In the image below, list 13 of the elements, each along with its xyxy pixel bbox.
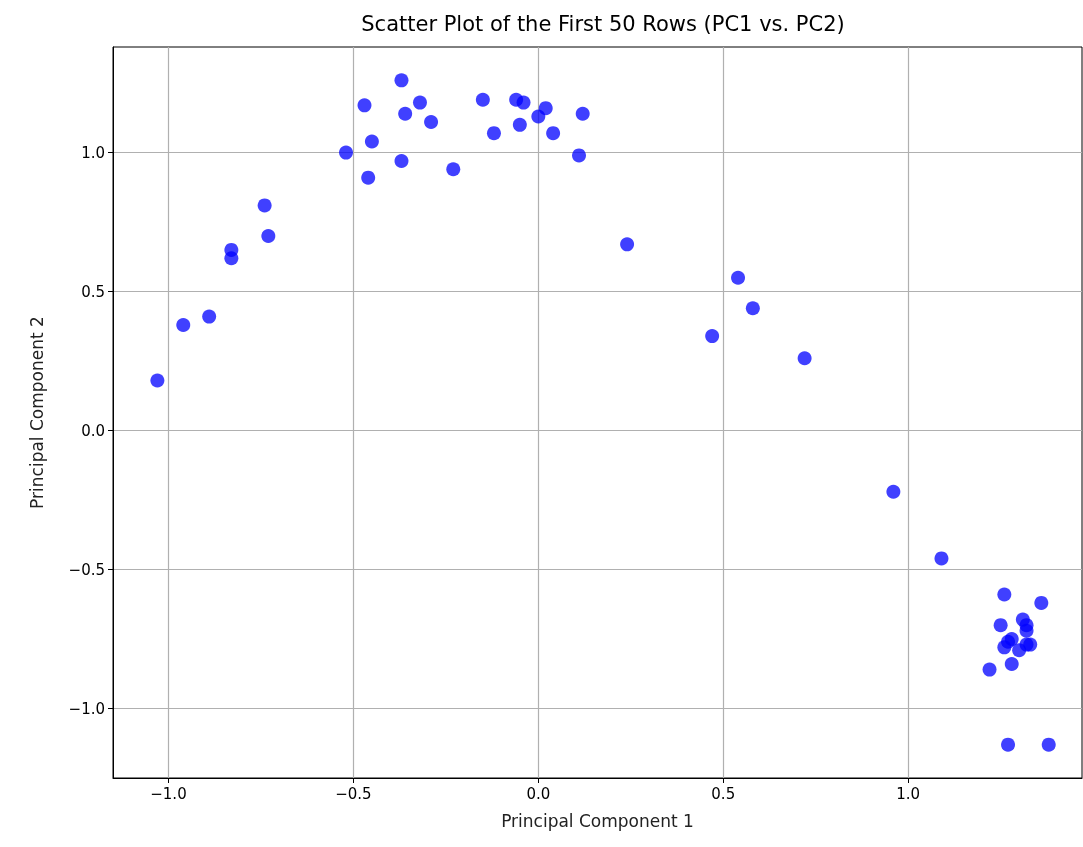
y-tick-label: −1.0 — [68, 699, 105, 718]
x-tick-label: −1.0 — [150, 784, 187, 803]
x-axis-title: Principal Component 1 — [501, 810, 694, 831]
y-tick-label: 0.5 — [81, 282, 105, 301]
chart-title: Scatter Plot of the First 50 Rows (PC1 vs. PC2) — [361, 11, 845, 36]
y-axis-title: Principal Component 2 — [26, 316, 47, 509]
x-tick-label: −0.5 — [335, 784, 372, 803]
x-tick-label: 1.0 — [896, 784, 921, 803]
x-tick-label: 0.5 — [711, 784, 736, 803]
y-tick-label: 1.0 — [81, 143, 105, 162]
y-tick-label: −0.5 — [68, 560, 105, 579]
y-tick-label: 0.0 — [81, 421, 105, 440]
x-tick-label: 0.0 — [526, 784, 551, 803]
